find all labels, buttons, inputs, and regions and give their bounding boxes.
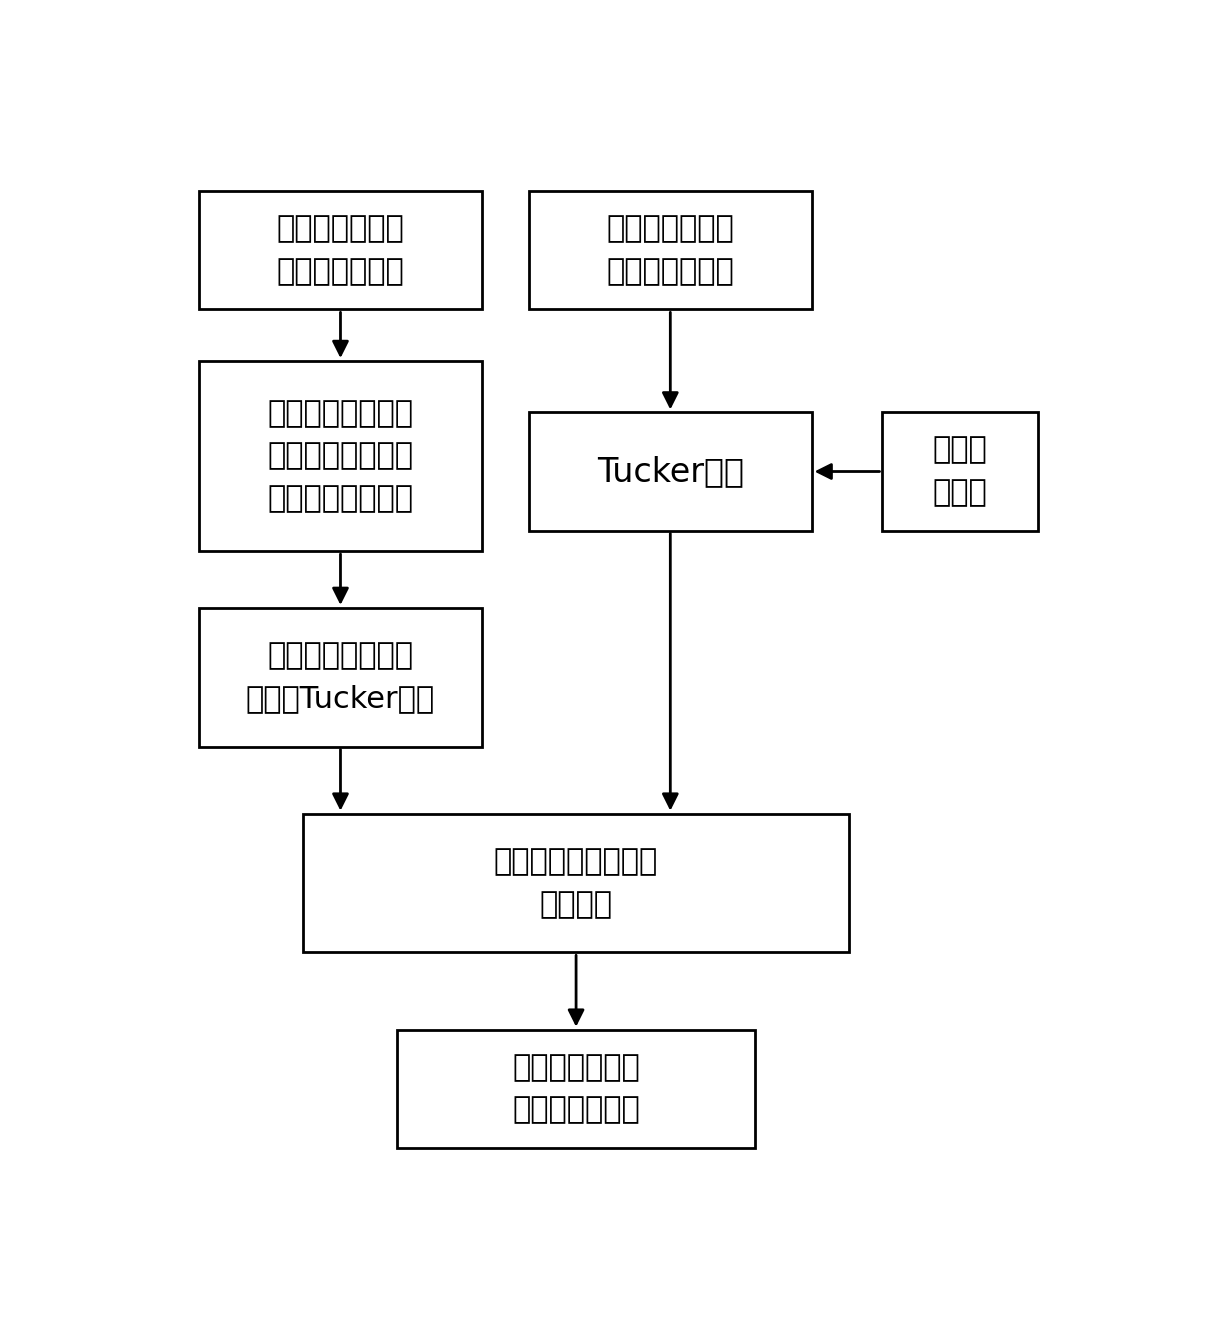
Text: Tucker分解: Tucker分解 bbox=[597, 456, 744, 488]
FancyBboxPatch shape bbox=[303, 814, 849, 953]
Text: 将核心张量与各因子
矩阵相乘: 将核心张量与各因子 矩阵相乘 bbox=[494, 847, 658, 919]
Text: 进行空间上采样获
得上采样的低空间
分辨率高光谱图像: 进行空间上采样获 得上采样的低空间 分辨率高光谱图像 bbox=[268, 398, 413, 513]
Text: 输入高空间分辨
率的多光谱图像: 输入高空间分辨 率的多光谱图像 bbox=[607, 215, 734, 286]
FancyBboxPatch shape bbox=[199, 608, 482, 747]
FancyBboxPatch shape bbox=[883, 413, 1038, 530]
FancyBboxPatch shape bbox=[529, 413, 812, 530]
Text: 利用高阶奇异值分
解实现Tucker分解: 利用高阶奇异值分 解实现Tucker分解 bbox=[246, 641, 435, 713]
Text: 获得高空间分辨
率的高光谱图像: 获得高空间分辨 率的高光谱图像 bbox=[512, 1053, 640, 1125]
FancyBboxPatch shape bbox=[396, 1030, 755, 1148]
FancyBboxPatch shape bbox=[199, 191, 482, 310]
FancyBboxPatch shape bbox=[529, 191, 812, 310]
Text: 输入低空间分辨
率的高光谱图像: 输入低空间分辨 率的高光谱图像 bbox=[276, 215, 405, 286]
Text: 输入正
则参数: 输入正 则参数 bbox=[933, 436, 987, 508]
FancyBboxPatch shape bbox=[199, 361, 482, 552]
